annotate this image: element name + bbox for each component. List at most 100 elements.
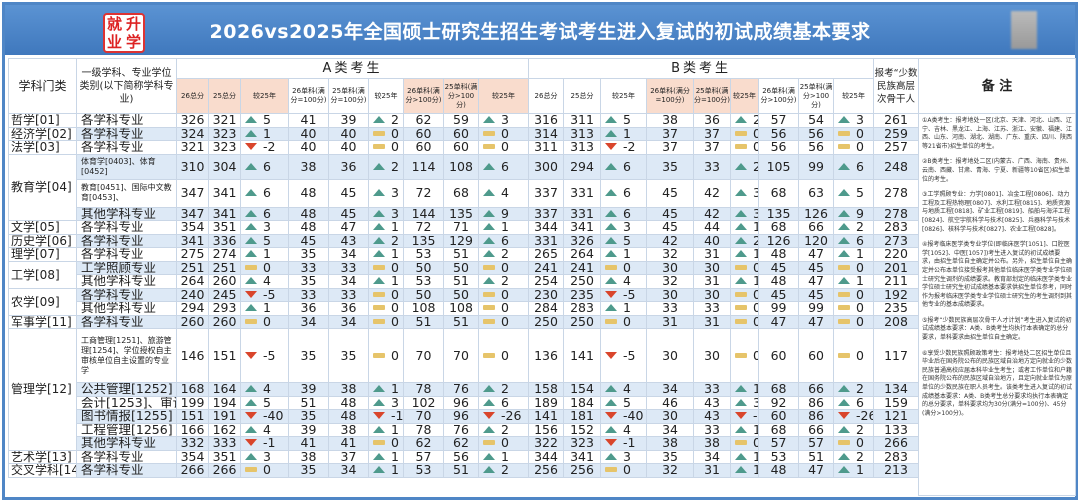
b-score-cell: 36 [693,113,732,128]
delta-value: 0 [856,261,864,275]
b-score-cell: 250 [563,314,602,329]
b-score-cell: 6 [600,153,648,180]
b-score-cell: 66 [798,220,835,235]
a-score-cell: 34 [288,314,329,329]
delta-value: 0 [753,437,758,449]
delta-value: 3 [263,220,271,234]
b-score-cell: 135 [758,206,800,221]
equal-bar-icon [483,144,495,150]
delta-value: 2 [753,114,758,126]
a-score-cell: 0 [477,260,530,275]
down-triangle-icon [605,412,618,420]
delta-value: -5 [623,347,636,363]
a-score-cell: 40 [328,126,369,141]
up-triangle-icon [483,189,495,196]
delta-value: 1 [263,247,271,261]
b-score-cell: 30 [646,409,695,424]
b-score-cell: 5 [600,233,648,248]
b-score-cell: 68 [758,178,800,208]
b-score-cell: 56 [798,126,835,141]
a-score-cell: 76 [443,382,479,397]
a-score-cell: 2 [477,382,530,397]
b-score-cell: 38 [693,436,732,451]
b-score-cell: 265 [528,247,565,262]
header-b-4: 25单科(满分=100分) [693,78,732,114]
up-triangle-icon [605,452,618,460]
a-score-cell: 5 [240,113,289,128]
major-cell: 各学科专业 [76,126,177,141]
up-triangle-icon [838,189,851,196]
equal-bar-icon [838,318,851,324]
a-score-cell: 341 [208,178,241,208]
minority-score-cell: 211 [873,274,920,289]
a-score-cell: 135 [443,206,479,221]
delta-value: 4 [501,185,509,200]
delta-value: 1 [856,274,864,288]
delta-value: 2 [391,234,399,248]
b-score-cell: 6 [833,395,875,410]
a-score-cell: 62 [443,436,479,451]
delta-value: 2 [501,247,509,261]
equal-bar-icon [373,352,385,358]
up-triangle-icon [245,129,257,137]
a-score-cell: 36 [288,301,329,316]
down-triangle-icon [605,351,618,359]
delta-value: 0 [856,347,864,363]
major-cell: 各学科专业 [76,220,177,235]
note-paragraph: ③工学照顾专业：力学[0801]、冶金工程[0806]、动力工程及工程热物理[0… [922,191,1070,233]
up-triangle-icon [373,189,385,196]
delta-value: 6 [856,234,864,248]
table-row: 其他学科专业3473416484531441359337331645423135… [9,206,1076,221]
delta-value: 0 [391,436,399,450]
table-row: 经济学[02] 各学科专业 324 323 1 40 40 0 60 60 0 314 313 1 37 37… [8,126,1076,141]
a-score-cell: 40 [328,140,369,155]
b-score-cell: 311 [563,113,602,128]
b-score-cell: 44 [693,220,732,235]
header-a-6: 26单科(满分>100分) [403,78,444,114]
b-score-cell: 344 [528,449,565,464]
a-score-cell: 51 [443,274,479,289]
blurred-watermark [1011,11,1037,49]
a-score-cell: 1 [477,220,530,235]
b-score-cell: 47 [798,463,835,478]
delta-value: -13 [391,409,404,423]
a-score-cell: 50 [443,260,479,275]
up-triangle-icon [245,223,257,231]
a-score-cell: 1 [368,422,404,437]
logo: 就升业学 [103,13,145,53]
blank-cell [799,477,834,495]
b-score-cell: 264 [563,247,602,262]
a-score-cell: 33 [288,260,329,275]
a-score-cell: 38 [288,153,329,180]
a-score-cell: 333 [208,436,241,451]
b-score-cell: 30 [693,260,732,275]
up-triangle-icon [838,250,851,258]
delta-value: -5 [263,288,276,302]
b-score-cell: 48 [758,274,800,289]
delta-value: 2 [501,463,509,477]
equal-bar-icon [483,305,495,311]
major-cell: 体育学[0403]、体育[0452] [76,153,177,180]
equal-bar-icon [605,318,618,324]
a-score-cell: 35 [288,328,329,383]
delta-value: 0 [623,315,631,329]
a-score-cell: 57 [403,449,444,464]
a-score-cell: 41 [288,113,329,128]
a-score-cell: 0 [477,301,530,316]
delta-value: 0 [753,128,758,140]
delta-value: 9 [501,207,509,221]
b-score-cell: 105 [758,153,800,180]
category-cell: 教育学[04] [8,153,77,221]
a-score-cell: 294 [176,301,209,316]
table-row: 军事学[11] 各学科专业 260 260 0 34 34 0 51 51 0 250 250 0 31 31… [8,314,1076,329]
b-score-cell: 47 [798,247,835,262]
a-score-cell: 2 [368,153,404,180]
up-triangle-icon [735,236,748,244]
up-triangle-icon [483,250,495,258]
b-score-cell: 45 [646,178,695,208]
b-score-cell: 86 [798,409,835,424]
b-score-cell: 99 [798,301,835,316]
a-score-cell: 6 [477,233,530,248]
delta-value: 0 [623,463,631,477]
a-score-cell: 260 [176,314,209,329]
